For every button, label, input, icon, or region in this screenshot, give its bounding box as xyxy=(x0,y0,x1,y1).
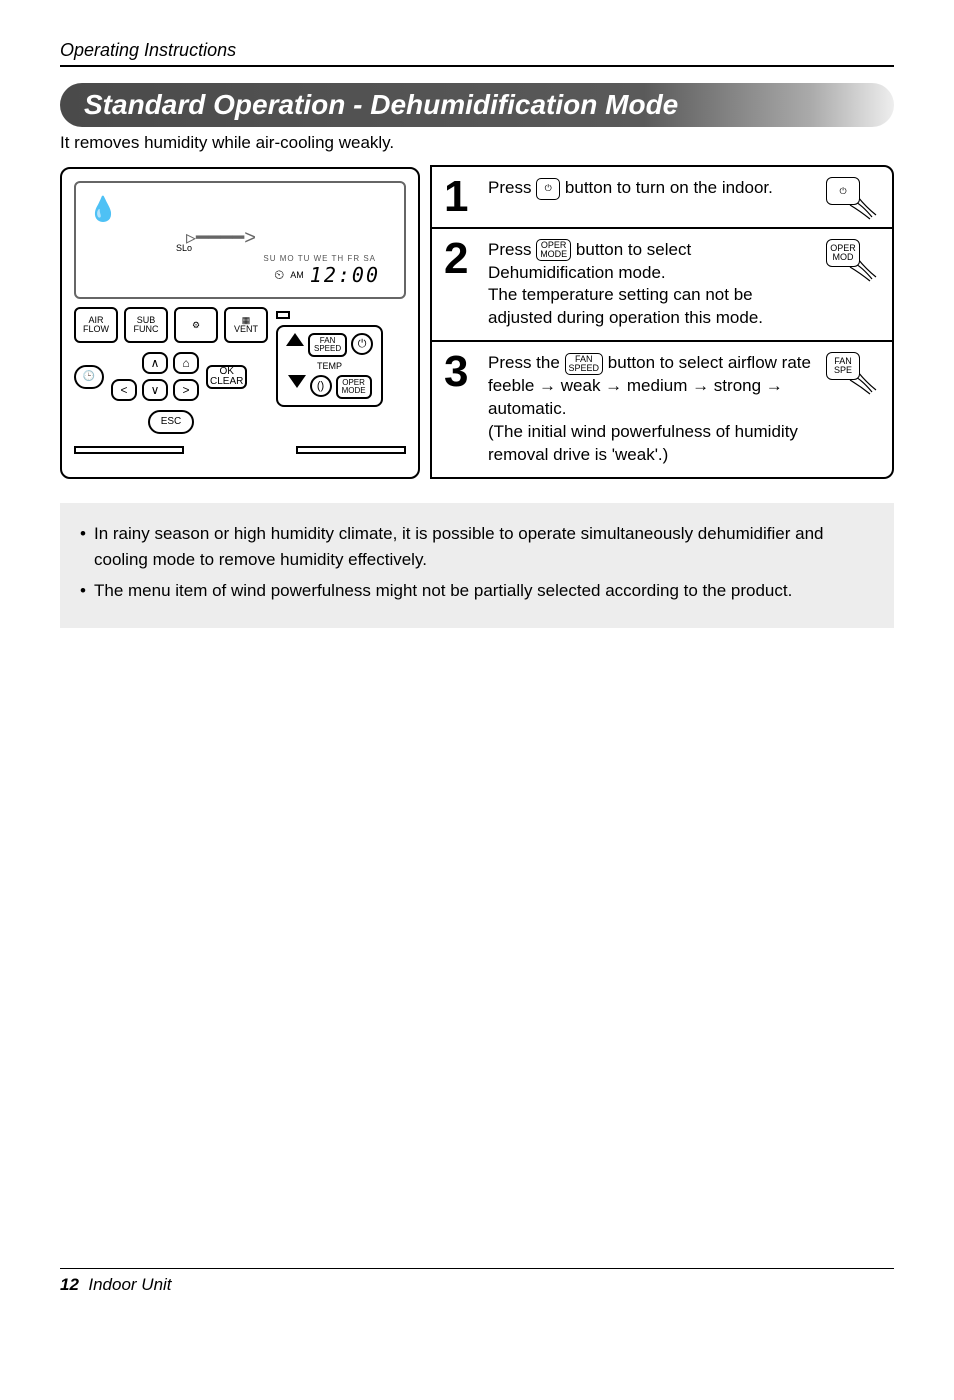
section-title: Standard Operation - Dehumidification Mo… xyxy=(60,83,894,127)
pipe-button: () xyxy=(310,375,332,397)
drop-icon: 💧 xyxy=(88,195,118,224)
temp-up-icon xyxy=(286,333,304,346)
step-number: 2 xyxy=(444,239,476,279)
left-button-column: AIR FLOW SUB FUNC ⚙ ▦ VENT 🕒 ∧ ⌂ < ∨ > xyxy=(74,307,268,434)
main-content: 💧 ▹━━━━> SLo SU MO TU WE TH FR SA ⏲ AM 1… xyxy=(60,167,894,479)
remote-illustration: 💧 ▹━━━━> SLo SU MO TU WE TH FR SA ⏲ AM 1… xyxy=(60,167,420,479)
esc-button: ESC xyxy=(148,410,194,434)
bottom-strip xyxy=(74,446,406,454)
notes-box: In rainy season or high humidity climate… xyxy=(60,503,894,628)
note-item: The menu item of wind powerfulness might… xyxy=(80,578,874,604)
hand-button-face: FAN SPE xyxy=(826,352,860,380)
step-text-pre: Press xyxy=(488,240,536,259)
step-text-pre: Press xyxy=(488,178,536,197)
ok-clear-button: OK CLEAR xyxy=(206,365,247,389)
time-value: 12:00 xyxy=(310,263,380,287)
strip-left xyxy=(74,446,184,454)
step-3: 3 Press the FAN SPEED button to select a… xyxy=(430,340,894,479)
step-body: Press OPER MODE button to select Dehumid… xyxy=(488,239,814,331)
temp-down-icon xyxy=(288,375,306,388)
button-rows: AIR FLOW SUB FUNC ⚙ ▦ VENT 🕒 ∧ ⌂ < ∨ > xyxy=(74,307,406,434)
fan-speed-icon: FAN SPEED xyxy=(565,353,604,375)
temp-label: TEMP xyxy=(317,361,342,371)
arrow-indicator: ▹━━━━> xyxy=(186,225,256,250)
step-text-pre: Press the xyxy=(488,353,565,372)
right-control-group: FAN SPEED ⏻ TEMP () OPER MODE xyxy=(276,325,383,407)
lcd-screen: 💧 ▹━━━━> SLo SU MO TU WE TH FR SA ⏲ AM 1… xyxy=(74,181,406,299)
indicator-icon xyxy=(276,311,290,319)
step-number: 3 xyxy=(444,352,476,392)
timer-button: 🕒 xyxy=(74,365,104,389)
down-button: ∨ xyxy=(142,379,168,401)
right-button: > xyxy=(173,379,199,401)
day-strip: SU MO TU WE TH FR SA xyxy=(263,254,376,263)
step-1: 1 Press ⏻ button to turn on the indoor. … xyxy=(430,165,894,229)
oper-mode-icon: OPER MODE xyxy=(536,239,571,261)
hand-press-icon: OPER MOD xyxy=(826,239,880,267)
step-text-post: button to turn on the indoor. xyxy=(565,178,773,197)
step-text-extra: (The initial wind powerfulness of humidi… xyxy=(488,422,798,464)
up-button: ∧ xyxy=(142,352,168,374)
power-icon: ⏻ xyxy=(536,178,560,200)
am-label: AM xyxy=(290,270,304,280)
fan-speed-button: FAN SPEED xyxy=(308,333,347,357)
step-text-extra: The temperature setting can not be adjus… xyxy=(488,285,763,327)
hand-button-face: ⏻ xyxy=(826,177,860,205)
step-number: 1 xyxy=(444,177,476,217)
footer-rule xyxy=(60,1268,894,1269)
page-header: Operating Instructions xyxy=(60,40,894,67)
left-button: < xyxy=(111,379,137,401)
header-rule xyxy=(60,65,894,67)
footer-text: 12 Indoor Unit xyxy=(60,1275,894,1295)
steps-list: 1 Press ⏻ button to turn on the indoor. … xyxy=(430,167,894,479)
page-footer: 12 Indoor Unit xyxy=(60,1268,894,1295)
vent-button: ▦ VENT xyxy=(224,307,268,343)
strip-right xyxy=(296,446,406,454)
oper-mode-button: OPER MODE xyxy=(336,375,372,399)
home-button: ⌂ xyxy=(173,352,199,374)
time-row: ⏲ AM 12:00 xyxy=(274,263,380,287)
intro-text: It removes humidity while air-cooling we… xyxy=(60,133,894,153)
settings-button: ⚙ xyxy=(174,307,218,343)
slo-label: SLo xyxy=(176,243,192,253)
page-number: 12 xyxy=(60,1275,79,1294)
step-body: Press the FAN SPEED button to select air… xyxy=(488,352,814,467)
note-item: In rainy season or high humidity climate… xyxy=(80,521,874,572)
footer-label: Indoor Unit xyxy=(88,1275,171,1294)
sub-func-button: SUB FUNC xyxy=(124,307,168,343)
hand-button-face: OPER MOD xyxy=(826,239,860,267)
dpad: ∧ ⌂ < ∨ > xyxy=(110,351,200,402)
step-2: 2 Press OPER MODE button to select Dehum… xyxy=(430,227,894,343)
clock-icon: ⏲ xyxy=(274,267,284,283)
air-flow-button: AIR FLOW xyxy=(74,307,118,343)
step-body: Press ⏻ button to turn on the indoor. xyxy=(488,177,814,200)
header-label: Operating Instructions xyxy=(60,40,894,61)
hand-press-icon: ⏻ xyxy=(826,177,880,205)
hand-press-icon: FAN SPE xyxy=(826,352,880,380)
power-button: ⏻ xyxy=(351,333,373,355)
